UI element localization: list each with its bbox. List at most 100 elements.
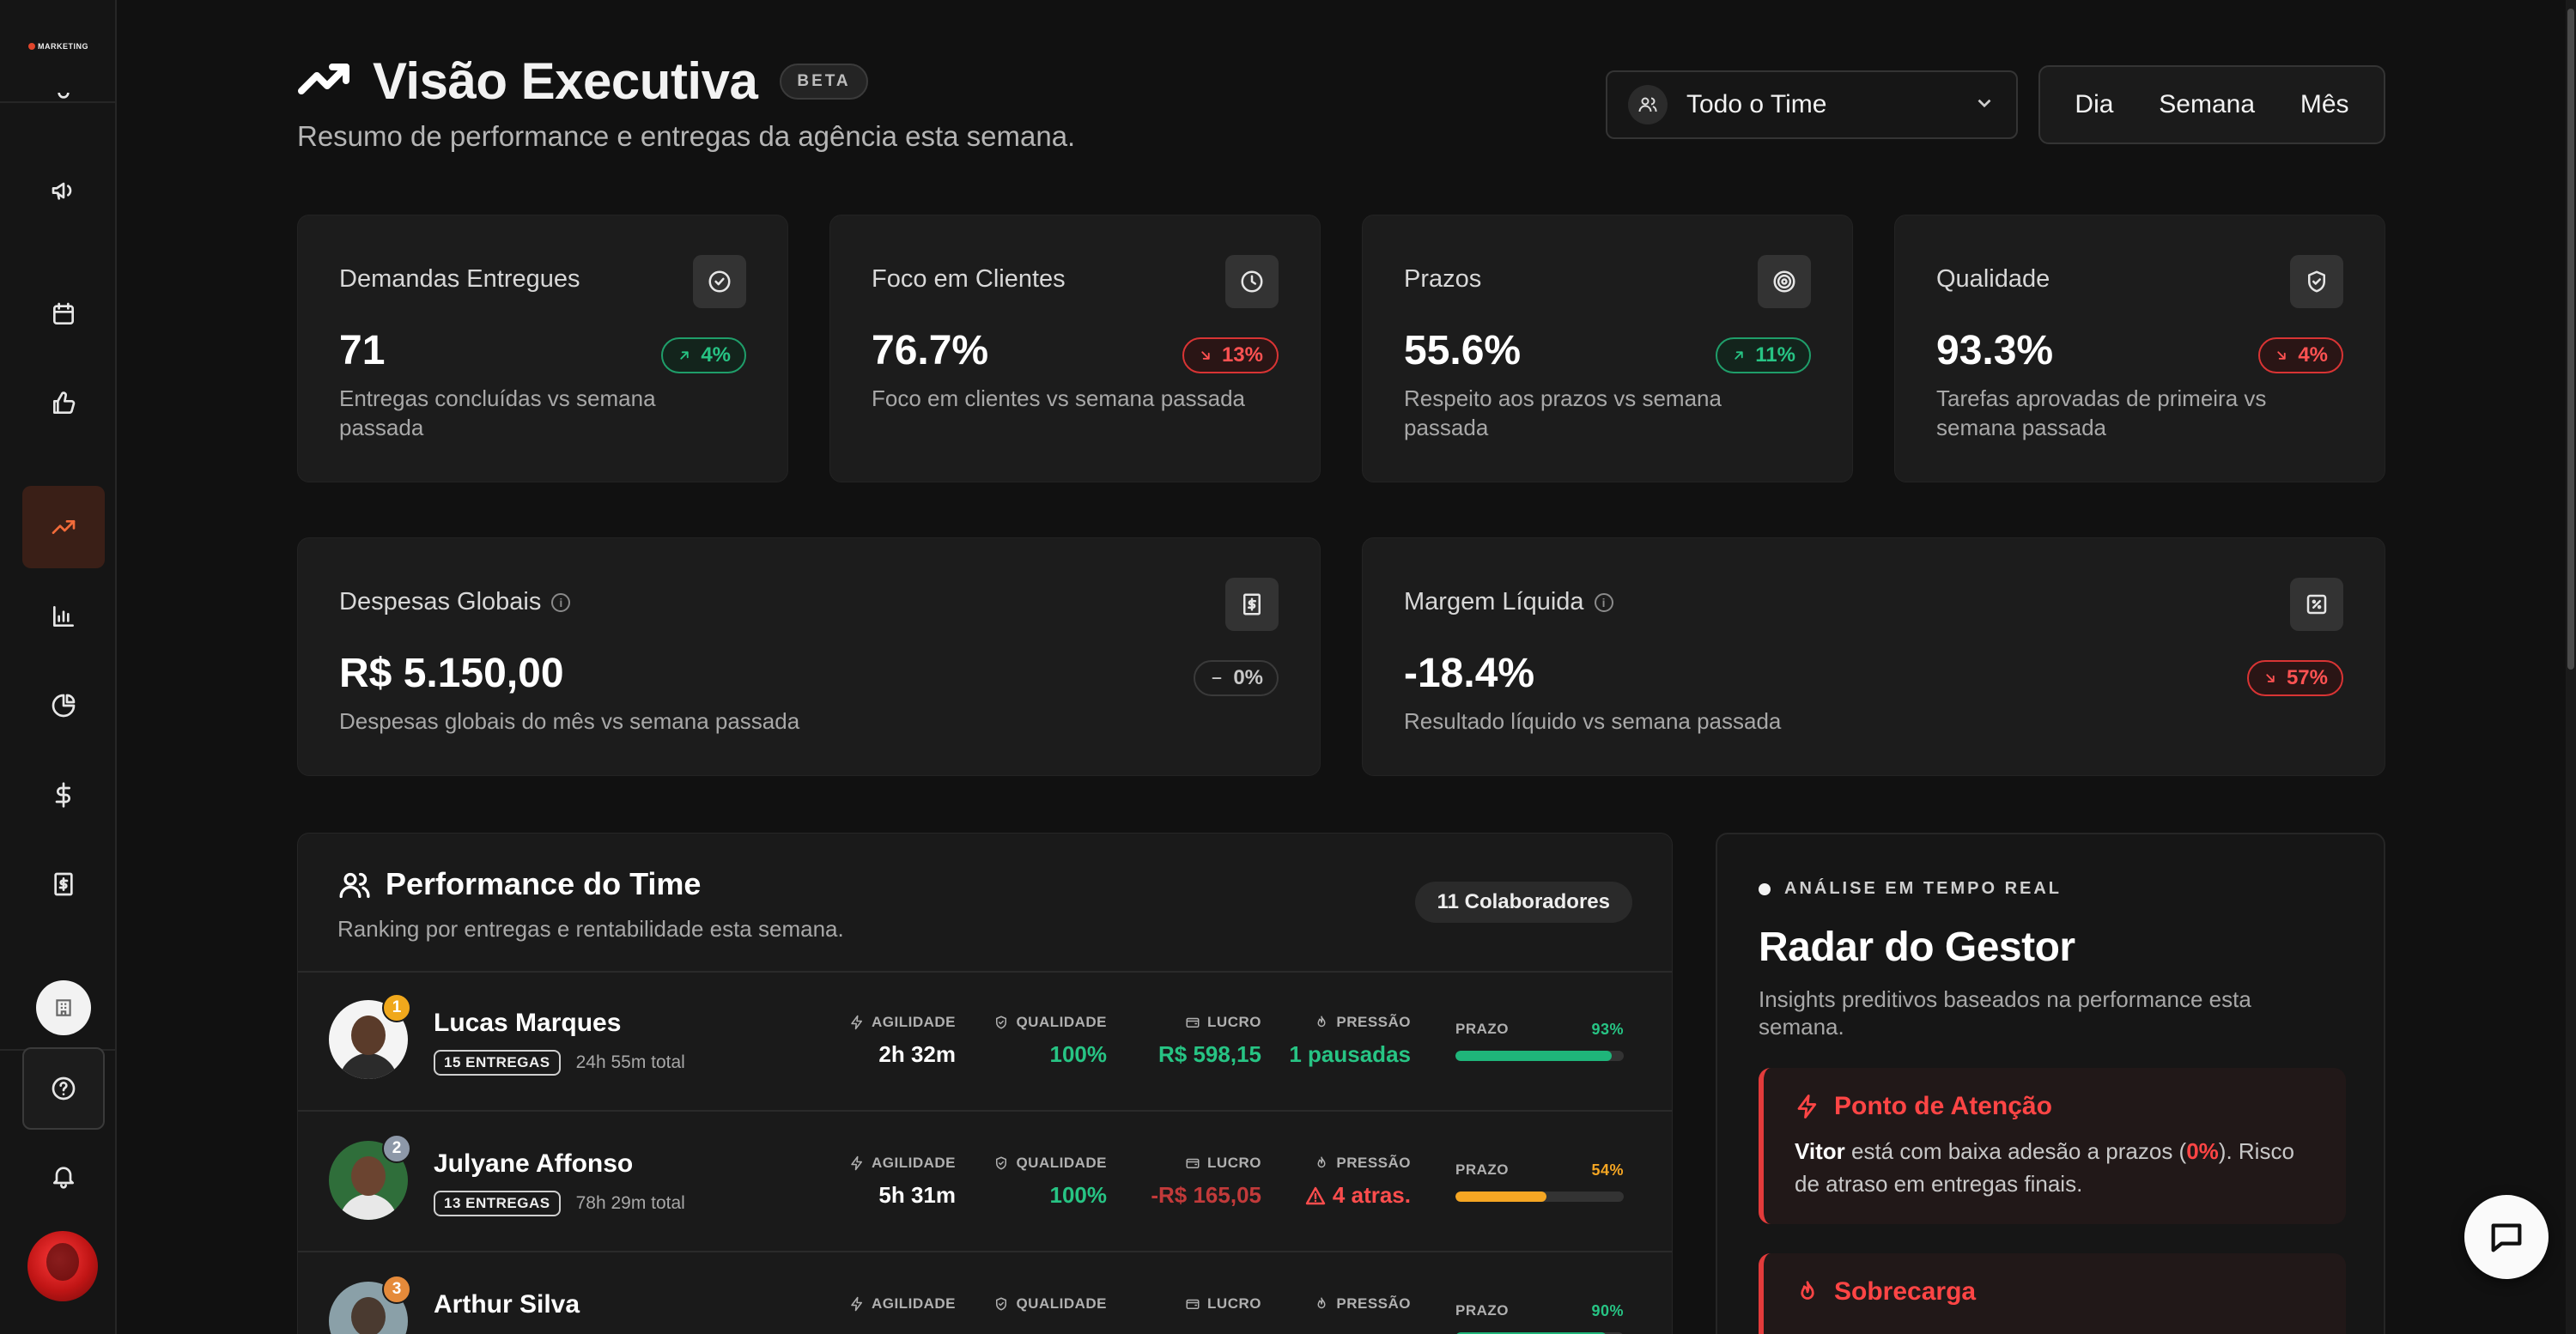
kpi-title-text: Despesas Globais [339, 588, 542, 615]
alert-text-b: ). Risco de atraso em entregas finais. [1795, 1138, 2294, 1197]
metric-value-profit: R$ 598,15 [1158, 1041, 1261, 1067]
deliveries-badge: 15 ENTREGAS [434, 1050, 561, 1076]
member-deliveries: 13 ENTREGAS 78h 29m total [434, 1191, 685, 1216]
metric-agility: AGILIDADE [849, 1295, 956, 1313]
metric-quality: QUALIDADE 100% [993, 1014, 1107, 1068]
deadline-track [1455, 1332, 1624, 1334]
dollar-icon [55, 782, 70, 808]
nav-item-executive-view[interactable] [22, 486, 105, 568]
user-avatar[interactable] [27, 1231, 98, 1301]
percent-icon [2290, 578, 2343, 631]
alert-card-attention[interactable]: Ponto de Atenção Vitor está com baixa ad… [1759, 1068, 2346, 1224]
nav-item-reports[interactable] [22, 575, 105, 658]
kpi-title: Despesas Globais i [339, 588, 571, 616]
deadline-track [1455, 1051, 1624, 1061]
nav-item-partial[interactable] [22, 89, 105, 124]
scrollbar-thumb[interactable] [2567, 9, 2574, 670]
kpi-title: Margem Líquida i [1404, 588, 1613, 616]
nav-item-campaigns[interactable] [22, 149, 105, 232]
deadline-track [1455, 1192, 1624, 1202]
info-icon[interactable]: i [1594, 592, 1613, 612]
kpi-value: 71 [339, 328, 386, 373]
live-analysis-label: ANÁLISE EM TEMPO REAL [1759, 879, 2062, 899]
deadline-progress: PRAZO 54% [1455, 1161, 1624, 1202]
metric-label-profit: LUCRO [1207, 1014, 1261, 1030]
page-header: Visão Executiva BETA [297, 52, 868, 111]
metric-quality: QUALIDADE [993, 1295, 1107, 1313]
help-button[interactable] [22, 1047, 105, 1130]
wallet-icon [1186, 1299, 1200, 1309]
metric-value-pressure: 1 pausadas [1289, 1041, 1411, 1067]
kpi-title-text: Margem Líquida [1404, 588, 1584, 615]
chat-button[interactable] [2464, 1195, 2549, 1279]
deadline-percent: 54% [1591, 1161, 1624, 1179]
kpi-delta-value: 0% [1233, 666, 1263, 689]
kpi-title: Prazos [1404, 265, 1482, 293]
flame-icon [1317, 1156, 1326, 1168]
kpi-value: 76.7% [872, 328, 989, 373]
minus-icon [1212, 677, 1222, 679]
wallet-icon [1186, 1017, 1200, 1028]
period-month-button[interactable]: Mês [2300, 90, 2349, 118]
metric-label-quality: QUALIDADE [1016, 1295, 1107, 1312]
page-subtitle: Resumo de performance e entregas da agên… [297, 120, 1076, 152]
arrow-down-right-icon [2266, 674, 2275, 682]
deadline-progress: PRAZO 90% [1455, 1302, 1624, 1334]
arrow-down-right-icon [2277, 351, 2286, 360]
team-filter-select[interactable]: Todo o Time [1606, 70, 2018, 139]
calendar-icon [53, 302, 74, 324]
pressure-text: 4 atras. [1332, 1182, 1411, 1208]
kpi-description: Resultado líquido vs semana passada [1404, 708, 1782, 734]
info-icon[interactable]: i [551, 592, 571, 612]
arrow-down-right-icon [1201, 351, 1210, 360]
zap-icon [851, 1015, 862, 1030]
team-member-row[interactable]: 3 Arthur Silva AGILIDADE QUALIDADE LUCRO… [298, 1254, 1672, 1334]
deadline-fill [1455, 1051, 1613, 1061]
period-day-button[interactable]: Dia [2075, 90, 2114, 118]
team-member-row[interactable]: 1 Lucas Marques 15 ENTREGAS 24h 55m tota… [298, 973, 1672, 1112]
bar-chart-icon [53, 606, 74, 627]
live-dot-icon [1759, 882, 1771, 895]
metric-profit: LUCRO -R$ 165,05 [1151, 1155, 1261, 1209]
receipt-icon [54, 872, 73, 896]
team-filter-value: Todo o Time [1686, 90, 1827, 118]
nav-item-analytics[interactable] [22, 664, 105, 747]
nav-item-finance[interactable] [22, 754, 105, 836]
page-title: Visão Executiva [373, 52, 758, 110]
live-analysis-text: ANÁLISE EM TEMPO REAL [1784, 879, 2063, 898]
company-switcher[interactable] [36, 980, 91, 1035]
metric-label-quality: QUALIDADE [1016, 1014, 1107, 1030]
nav-item-approvals[interactable] [22, 362, 105, 445]
deadline-fill [1455, 1192, 1546, 1202]
partial-icon [58, 93, 70, 99]
member-name: Julyane Affonso [434, 1149, 634, 1178]
kpi-delta-value: 13% [1221, 343, 1263, 367]
nav-item-calendar[interactable] [22, 273, 105, 355]
check-circle-icon [693, 255, 746, 308]
nav-item-expenses[interactable] [22, 843, 105, 925]
metric-label-agility: AGILIDADE [872, 1155, 956, 1171]
alert-text-a: está com baixa adesão a prazos ( [1844, 1138, 2187, 1164]
metric-value-quality: 100% [1049, 1041, 1108, 1067]
deadline-percent: 93% [1591, 1021, 1624, 1038]
team-panel-divider [298, 971, 1672, 973]
wallet-icon [1186, 1158, 1200, 1168]
arrow-up-right-icon [1735, 351, 1743, 360]
metric-label-pressure: PRESSÃO [1336, 1295, 1411, 1312]
rank-badge: 3 [382, 1275, 411, 1304]
clock-icon [1225, 255, 1279, 308]
notifications-button[interactable] [22, 1135, 105, 1217]
kpi-delta-value: 11% [1755, 343, 1795, 367]
users-icon [337, 868, 372, 907]
flame-icon [1317, 1297, 1326, 1309]
rank-badge: 1 [382, 993, 411, 1022]
kpi-description: Respeito aos prazos vs semana passada [1404, 385, 1722, 440]
metric-label-agility: AGILIDADE [872, 1014, 956, 1030]
metric-pressure: PRESSÃO 4 atras. [1305, 1155, 1411, 1209]
team-member-row[interactable]: 2 Julyane Affonso 13 ENTREGAS 78h 29m to… [298, 1113, 1672, 1252]
alert-card-overload[interactable]: Sobrecarga [1759, 1253, 2346, 1334]
brand-logo[interactable]: MARKETING [24, 33, 93, 60]
kpi-delta-badge: 4% [2258, 337, 2343, 373]
page-scrollbar[interactable] [2566, 0, 2576, 1334]
period-week-button[interactable]: Semana [2159, 90, 2256, 118]
